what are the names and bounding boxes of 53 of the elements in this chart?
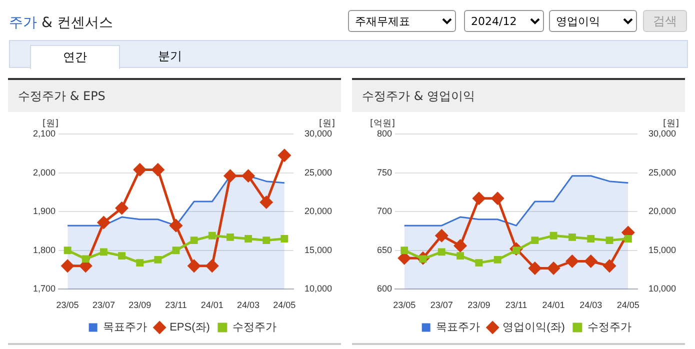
x-tick-label: 23/09 — [468, 300, 490, 310]
y-tick-label: 800 — [376, 128, 392, 138]
text: 연간 — [30, 45, 120, 69]
y2-tick-label: 15,000 — [648, 244, 676, 255]
y2-tick-label: 10,000 — [304, 284, 332, 294]
x-tick-label: 23/07 — [430, 300, 453, 310]
x-tick-label: 23/09 — [128, 300, 152, 310]
x-tick-label: 24/03 — [580, 300, 602, 310]
y-tick-label: 700 — [376, 206, 392, 216]
y2-axis-title: [원] — [662, 118, 679, 129]
text: 2024/12 — [464, 10, 544, 32]
y2-axis-title: [원] — [318, 118, 335, 129]
y2-tick-label: 30,000 — [304, 128, 332, 138]
text: 영업이익 — [549, 10, 637, 32]
text: 주재무제표 — [348, 10, 456, 32]
y-axis-title: [억원] — [370, 118, 396, 129]
y2-tick-label: 15,000 — [304, 244, 332, 255]
y-tick-label: 750 — [376, 167, 392, 178]
y-tick-label: 1,900 — [32, 206, 56, 216]
x-tick-label: 23/05 — [56, 300, 79, 310]
legend-label: 영업이익(좌) — [502, 322, 565, 334]
y-tick-label: 600 — [376, 284, 392, 294]
text: 주가 & 컨센서스 — [9, 14, 113, 32]
x-tick-label: 24/01 — [542, 300, 565, 310]
y-tick-label: 1,800 — [32, 244, 56, 255]
y2-tick-label: 20,000 — [648, 206, 676, 216]
x-tick-label: 23/11 — [505, 300, 528, 310]
x-tick-label: 24/05 — [273, 300, 296, 310]
y-tick-label: 2,100 — [32, 128, 56, 138]
y-tick-label: 2,000 — [32, 167, 56, 178]
y2-tick-label: 25,000 — [304, 167, 332, 178]
legend-label: 수정주가 — [232, 322, 276, 334]
x-tick-label: 23/07 — [92, 300, 115, 310]
x-tick-label: 24/03 — [237, 300, 260, 310]
legend-label: EPS(좌) — [170, 322, 210, 334]
text: 분기 — [157, 48, 183, 65]
y-tick-label: 650 — [376, 244, 392, 255]
y2-tick-label: 30,000 — [648, 128, 676, 138]
y2-tick-label: 10,000 — [648, 284, 676, 294]
chart-title: 수정주가 & 영업이익 — [352, 80, 685, 112]
legend-label: 목표주가 — [103, 322, 148, 334]
y-tick-label: 1,700 — [32, 284, 56, 294]
x-tick-label: 23/11 — [165, 300, 187, 310]
x-tick-label: 24/05 — [616, 300, 640, 310]
text: 검색 — [643, 10, 687, 32]
y2-tick-label: 20,000 — [304, 206, 332, 216]
y2-tick-label: 25,000 — [648, 167, 676, 178]
y-axis-title: [원] — [42, 118, 59, 129]
chart-title: 수정주가 & EPS — [8, 80, 341, 112]
x-tick-label: 24/01 — [200, 300, 224, 310]
x-tick-label: 23/05 — [393, 300, 416, 310]
legend-label: 수정주가 — [587, 322, 632, 334]
legend-label: 목표주가 — [436, 322, 480, 334]
